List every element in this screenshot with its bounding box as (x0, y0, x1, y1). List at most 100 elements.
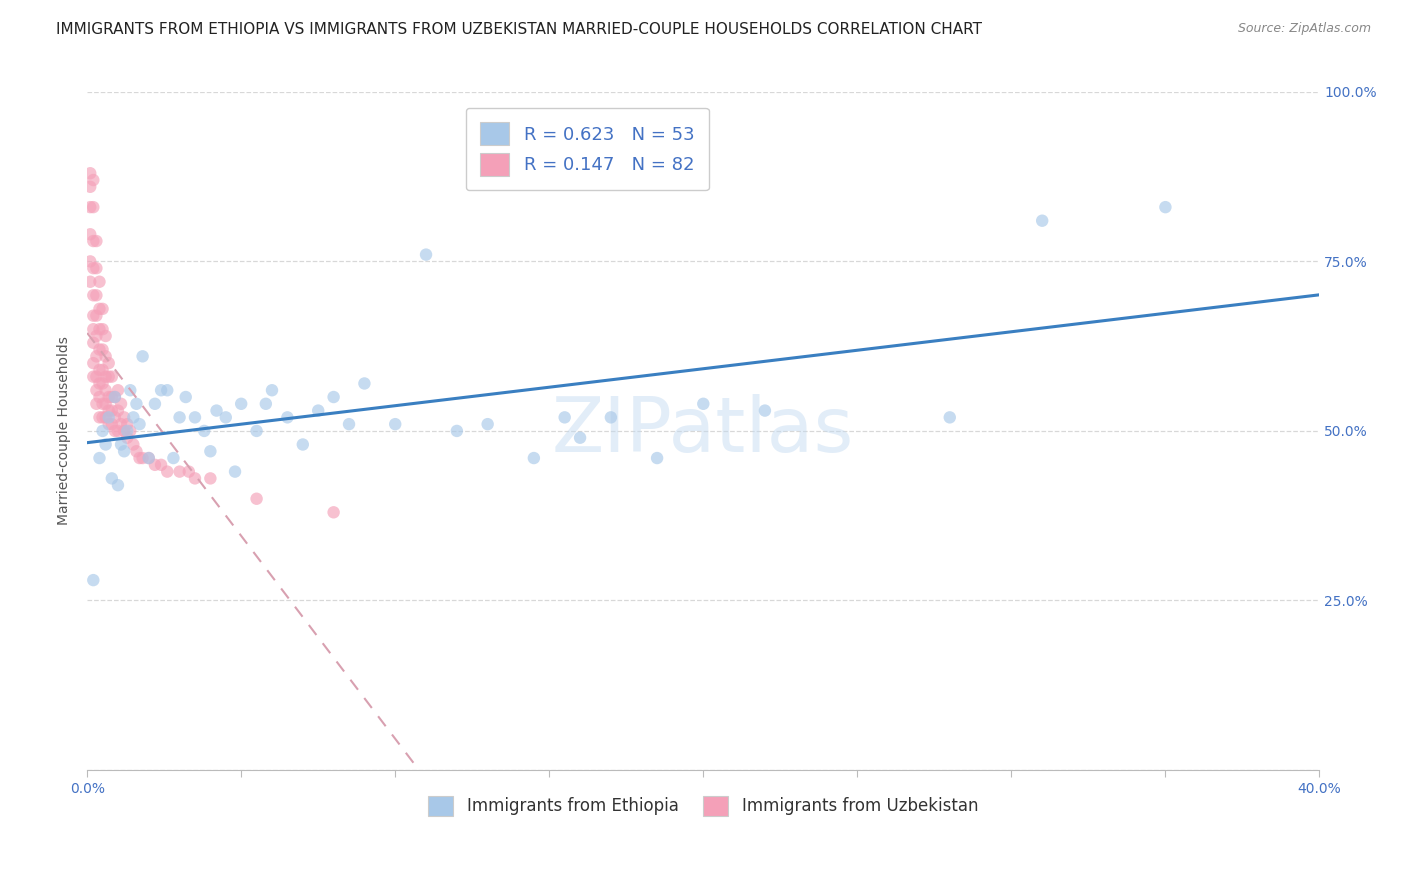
Point (82, 261, 104, 276)
Point (82, 234, 104, 248)
Point (97, 356, 120, 370)
Point (94, 349, 117, 363)
Point (86, 349, 108, 363)
Point (86, 329, 108, 343)
Point (599, 410, 621, 425)
Point (89, 390, 111, 404)
Point (86, 234, 108, 248)
Point (122, 410, 145, 425)
Point (477, 417, 499, 432)
Point (107, 403, 129, 417)
Point (112, 410, 135, 425)
Point (107, 383, 129, 397)
Point (91, 410, 114, 425)
Point (91, 343, 114, 357)
Point (79, 166, 101, 180)
Point (112, 424, 135, 438)
Point (91, 424, 114, 438)
Point (131, 349, 153, 363)
Point (110, 437, 132, 451)
Point (177, 465, 200, 479)
Point (337, 417, 360, 432)
Point (554, 410, 576, 425)
Point (94, 329, 117, 343)
Point (245, 424, 267, 438)
Point (79, 275, 101, 289)
Legend: Immigrants from Ethiopia, Immigrants from Uzbekistan: Immigrants from Ethiopia, Immigrants fro… (422, 789, 986, 822)
Point (122, 437, 145, 451)
Point (692, 397, 714, 411)
Point (107, 478, 129, 492)
Point (97, 390, 120, 404)
Point (231, 397, 253, 411)
Point (97, 410, 120, 425)
Point (89, 275, 111, 289)
Point (115, 431, 138, 445)
Point (115, 424, 138, 438)
Point (125, 444, 148, 458)
Point (143, 397, 166, 411)
Point (115, 417, 138, 432)
Point (254, 397, 277, 411)
Point (1031, 213, 1053, 227)
Point (86, 261, 108, 276)
Point (82, 173, 104, 187)
Point (138, 451, 160, 466)
Point (307, 403, 329, 417)
Y-axis label: Married-couple Households: Married-couple Households (58, 336, 72, 525)
Point (162, 451, 184, 466)
Point (94, 410, 117, 425)
Point (193, 424, 215, 438)
Point (91, 376, 114, 391)
Point (86, 369, 108, 384)
Point (110, 397, 132, 411)
Point (645, 451, 668, 466)
Point (138, 451, 160, 466)
Point (97, 403, 120, 417)
Point (415, 247, 437, 261)
Point (101, 369, 124, 384)
Point (169, 410, 191, 425)
Point (82, 356, 104, 370)
Point (94, 369, 117, 384)
Point (150, 383, 173, 397)
Point (174, 390, 197, 404)
Point (245, 491, 267, 506)
Point (94, 397, 117, 411)
Point (260, 383, 283, 397)
Point (82, 573, 104, 587)
Point (184, 471, 207, 485)
Point (89, 376, 111, 391)
Point (101, 390, 124, 404)
Point (86, 309, 108, 323)
Point (82, 369, 104, 384)
Point (569, 431, 592, 445)
Text: Source: ZipAtlas.com: Source: ZipAtlas.com (1237, 22, 1371, 36)
Point (79, 227, 101, 242)
Point (120, 383, 142, 397)
Point (91, 301, 114, 316)
Point (384, 417, 406, 432)
Point (94, 437, 117, 451)
Point (107, 424, 129, 438)
Point (150, 458, 173, 472)
Point (131, 451, 153, 466)
Point (82, 288, 104, 302)
Point (89, 410, 111, 425)
Point (1154, 200, 1177, 214)
Point (89, 451, 111, 466)
Text: ZIPatlas: ZIPatlas (553, 394, 855, 468)
Point (101, 417, 124, 432)
Point (939, 410, 962, 425)
Point (128, 451, 150, 466)
Point (82, 335, 104, 350)
Point (156, 465, 179, 479)
Point (754, 403, 776, 417)
Point (322, 390, 344, 404)
Point (94, 383, 117, 397)
Point (86, 383, 108, 397)
Point (291, 437, 314, 451)
Point (120, 424, 142, 438)
Point (322, 505, 344, 519)
Point (91, 322, 114, 336)
